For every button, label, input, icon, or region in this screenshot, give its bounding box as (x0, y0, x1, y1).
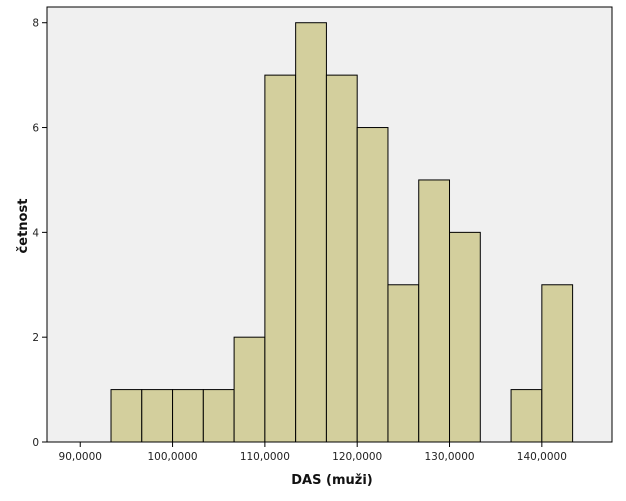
y-axis-title: četnost (16, 199, 31, 254)
y-tick-label: 8 (32, 18, 39, 30)
histogram-bar-7 (325, 74, 358, 443)
histogram-bar-10 (418, 179, 451, 443)
y-tick-label: 0 (32, 437, 39, 449)
histogram-bar-14 (541, 284, 574, 443)
histogram-bar-0 (110, 389, 143, 443)
x-tick-label: 130,0000 (424, 451, 474, 463)
histogram-bar-8 (356, 127, 389, 443)
y-axis-ticks: 0 2 4 6 8 (32, 18, 47, 449)
histogram-bar-2 (172, 389, 204, 443)
x-tick-label: 140,0000 (517, 451, 567, 463)
x-tick-label: 120,0000 (332, 451, 382, 463)
histogram-bar-1 (141, 389, 174, 443)
histogram-bar-9 (387, 284, 420, 443)
histogram-bar-13 (510, 389, 543, 443)
x-axis-title: DAS (muži) (291, 473, 372, 488)
x-tick-label: 90,0000 (59, 451, 102, 463)
histogram-bar-5 (264, 74, 297, 443)
histogram-bar-4 (233, 336, 266, 443)
histogram-bar-3 (202, 389, 235, 443)
y-tick-label: 4 (32, 227, 39, 239)
x-tick-label: 100,0000 (148, 451, 198, 463)
histogram-bar-6 (295, 22, 327, 443)
y-tick-label: 6 (32, 123, 39, 135)
bars-group (110, 22, 574, 443)
x-axis-ticks: 90,0000 100,0000 110,0000 120,0000 130,0000 1… (59, 442, 567, 463)
x-tick-label: 110,0000 (240, 451, 290, 463)
y-tick-label: 2 (32, 332, 39, 344)
histogram-bar-11 (449, 231, 481, 443)
